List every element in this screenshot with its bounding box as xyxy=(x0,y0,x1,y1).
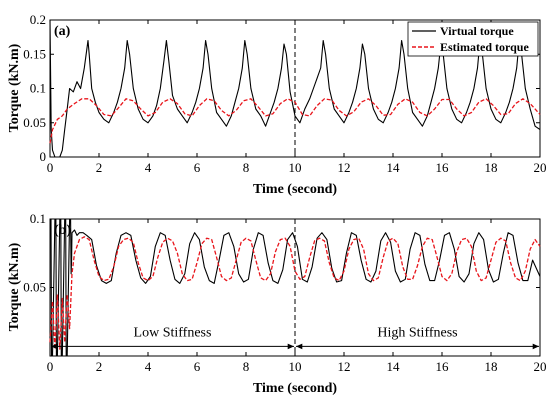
panel-b-x-tick-label-1: 2 xyxy=(96,359,103,374)
panel-b-y-tick-label-1: 0.1 xyxy=(30,211,46,226)
panel-b-x-tick-label-0: 0 xyxy=(47,359,54,374)
panel-a-x-axis-label: Time (second) xyxy=(253,182,337,197)
panel-a-x-tick-label-7: 14 xyxy=(387,160,401,175)
panel-a-x-ticks: 0 2 4 6 8 10 12 14 16 18 20 xyxy=(47,20,547,175)
panel-b-x-tick-label-6: 12 xyxy=(338,359,351,374)
panel-b-x-tick-label-10: 20 xyxy=(534,359,547,374)
panel-b-y-tick-label-0: 0.05 xyxy=(23,280,46,295)
panel-a-y-tick-label-0: 0 xyxy=(40,149,47,164)
panel-b-x-tick-label-8: 16 xyxy=(436,359,450,374)
panel-a-chart: (a) 0 2 4 6 8 10 12 14 16 18 20 0 0.05 0.1 0.15 0.2 Ti… xyxy=(7,12,547,197)
panel-b-y-ticks: 0.05 0.1 xyxy=(23,211,540,295)
panel-a-y-tick-label-2: 0.1 xyxy=(30,81,46,96)
panel-a-series xyxy=(49,19,541,158)
panel-b-annotation-label-0: Low Stiffness xyxy=(134,325,212,340)
panel-b-x-tick-label-4: 8 xyxy=(243,359,250,374)
legend-label-estimated-torque: Estimated torque xyxy=(440,40,529,54)
panel-a-x-tick-label-2: 4 xyxy=(145,160,152,175)
panel-b-series xyxy=(49,218,541,357)
legend-label-virtual-torque: Virtual torque xyxy=(440,24,514,38)
panel-a-y-tick-label-3: 0.15 xyxy=(23,46,46,61)
panel-b-annotations: Low Stiffness High Stiffness xyxy=(51,325,539,350)
panel-a-x-tick-label-6: 12 xyxy=(338,160,351,175)
panel-b-y-axis-label: Torque (kN.m) xyxy=(7,242,22,331)
legend: Virtual torque Estimated torque xyxy=(407,21,539,57)
panel-a-label: (a) xyxy=(54,24,71,39)
panel-a-y-axis-label: Torque (kN.m) xyxy=(7,43,22,132)
panel-b-label: (b) xyxy=(54,223,71,238)
panel-b-x-tick-label-7: 14 xyxy=(387,359,401,374)
panel-a-x-tick-label-5: 10 xyxy=(289,160,302,175)
panel-a-y-ticks: 0 0.05 0.1 0.15 0.2 xyxy=(23,12,540,164)
panel-b-x-tick-label-3: 6 xyxy=(194,359,201,374)
panel-a-x-tick-label-9: 18 xyxy=(485,160,498,175)
panel-a-x-tick-label-4: 8 xyxy=(243,160,250,175)
panel-a-y-tick-label-1: 0.05 xyxy=(23,115,46,130)
legend-box xyxy=(407,21,539,57)
panel-a-series-virtual-torque-line xyxy=(49,19,541,158)
panel-a-x-tick-label-3: 6 xyxy=(194,160,201,175)
panel-a-x-tick-label-0: 0 xyxy=(47,160,54,175)
panel-a-series-estimated-torque-line xyxy=(49,98,541,144)
panel-b-series-virtual-torque-line xyxy=(49,218,541,357)
panel-b-x-tick-label-9: 18 xyxy=(485,359,498,374)
panel-a-x-tick-label-8: 16 xyxy=(436,160,450,175)
panel-b-annotation-label-1: High Stiffness xyxy=(377,325,457,340)
panel-a-x-tick-label-1: 2 xyxy=(96,160,103,175)
panel-b-chart: (b) 0 2 4 6 8 10 12 14 16 18 20 0.05 0.1 Low Stiffn… xyxy=(7,211,547,396)
panel-a-x-tick-label-10: 20 xyxy=(534,160,547,175)
panel-b-x-tick-label-2: 4 xyxy=(145,359,152,374)
panel-b-x-tick-label-5: 10 xyxy=(289,359,302,374)
panel-b-x-ticks: 0 2 4 6 8 10 12 14 16 18 20 xyxy=(47,219,547,374)
panel-a-y-tick-label-4: 0.2 xyxy=(30,12,46,27)
panel-b-x-axis-label: Time (second) xyxy=(253,381,337,396)
